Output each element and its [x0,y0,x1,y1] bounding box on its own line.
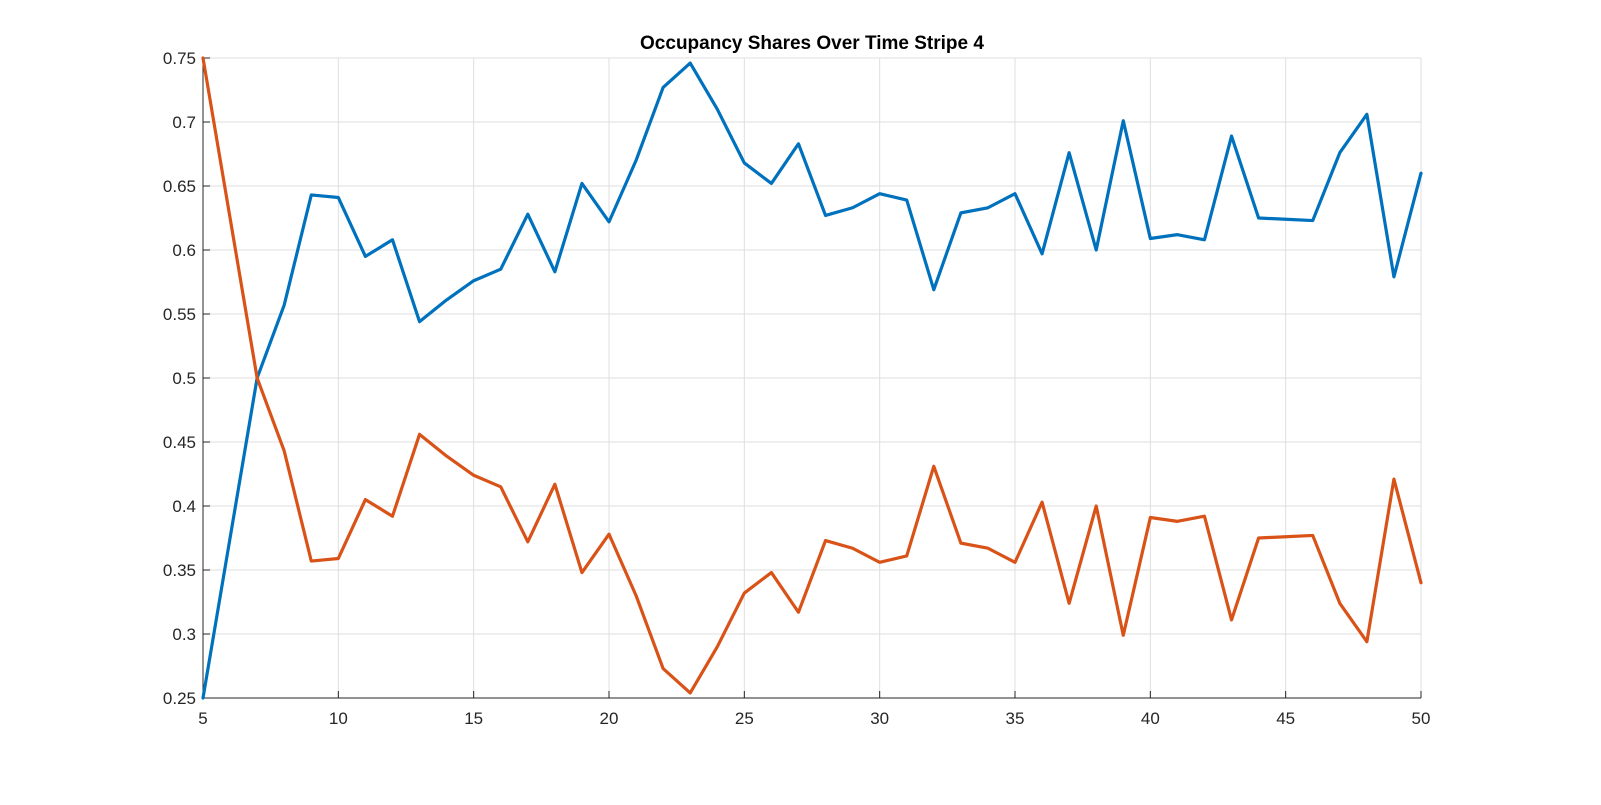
x-tick-label: 40 [1141,709,1160,728]
series-layer [201,56,1423,700]
tick-labels: 5 10 15 20 25 30 35 40 45 50 0.25 0.3 0.35 0.4 0.45 0.5… [163,49,1431,728]
y-tick-label: 0.75 [163,49,196,68]
x-tick-label: 45 [1276,709,1295,728]
y-tick-label: 0.45 [163,433,196,452]
x-tick-label: 15 [464,709,483,728]
series-line-1 [201,61,1423,700]
x-tick-label: 50 [1412,709,1431,728]
y-tick-label: 0.6 [172,241,196,260]
y-tick-label: 0.55 [163,305,196,324]
y-tick-label: 0.25 [163,689,196,708]
x-tick-label: 20 [600,709,619,728]
axes [202,57,1422,699]
y-tick-label: 0.35 [163,561,196,580]
x-tick-label: 35 [1006,709,1025,728]
chart-title: Occupancy Shares Over Time Stripe 4 [640,33,984,54]
x-tick-label: 30 [870,709,889,728]
y-tick-label: 0.65 [163,177,196,196]
y-tick-label: 0.5 [172,369,196,388]
x-tick-label: 10 [329,709,348,728]
y-tick-label: 0.3 [172,625,196,644]
x-tick-label: 5 [198,709,207,728]
y-tick-label: 0.4 [172,497,196,516]
y-tick-label: 0.7 [172,113,196,132]
series-line-2 [201,56,1423,695]
x-tick-label: 25 [735,709,754,728]
